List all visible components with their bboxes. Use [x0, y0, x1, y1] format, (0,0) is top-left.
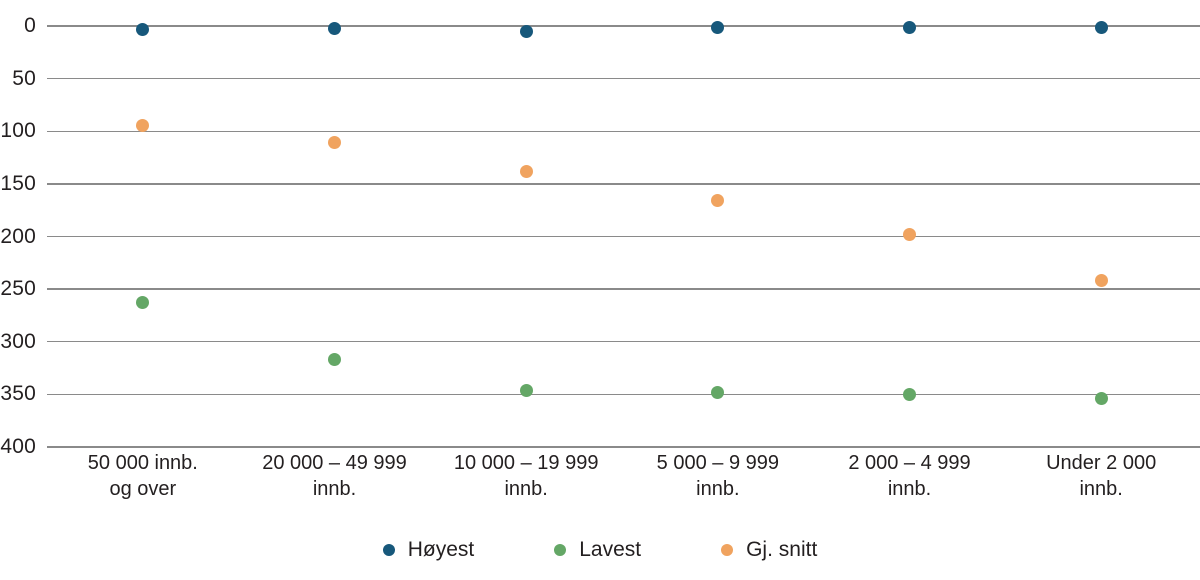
data-point-h-yest-0	[136, 22, 150, 36]
x-axis-category-4: 2 000 – 4 999 innb.	[848, 452, 971, 500]
gridline-0	[47, 25, 1200, 27]
legend-label-lavest: Lavest	[579, 538, 642, 561]
legend-dot-lavest-icon	[554, 544, 567, 556]
legend-item-gjsnitt: Gj. snitt	[721, 538, 817, 562]
data-point-gj-snitt-4	[903, 227, 916, 241]
gridline-200	[47, 235, 1200, 238]
gridline-100	[47, 130, 1200, 132]
data-point-lavest-0	[136, 296, 150, 310]
data-point-gj-snitt-1	[328, 136, 341, 150]
data-point-lavest-1	[328, 353, 341, 367]
x-axis-category-5: Under 2 000 innb.	[1046, 452, 1157, 500]
legend-label-hoyest: Høyest	[407, 538, 475, 561]
y-axis-tick-300: 300	[0, 329, 36, 353]
data-point-h-yest-4	[903, 20, 916, 34]
y-axis-tick-200: 200	[0, 224, 36, 248]
gridline-250	[47, 288, 1200, 290]
data-point-h-yest-1	[328, 21, 341, 35]
y-axis-tick-350: 350	[0, 382, 36, 406]
gridline-50	[47, 77, 1200, 80]
x-axis-category-0: 50 000 innb. og over	[87, 452, 198, 500]
gridline-400	[47, 446, 1200, 448]
y-axis-tick-0: 0	[24, 14, 36, 37]
x-axis-category-1: 20 000 – 49 999 innb.	[262, 452, 407, 500]
data-point-lavest-3	[711, 385, 725, 399]
legend-item-hoyest: Høyest	[382, 538, 475, 562]
y-axis-tick-100: 100	[0, 119, 36, 143]
data-point-h-yest-2	[519, 24, 533, 38]
data-point-h-yest-5	[1094, 20, 1108, 34]
x-axis-category-3: 5 000 – 9 999 innb.	[656, 452, 779, 500]
legend-label-gjsnitt: Gj. snitt	[746, 538, 818, 561]
x-axis-category-2: 10 000 – 19 999 innb.	[453, 452, 599, 500]
data-point-lavest-2	[519, 383, 533, 397]
y-axis-tick-50: 50	[12, 66, 36, 90]
legend-dot-hoyest-icon	[382, 544, 395, 556]
gridline-150	[47, 183, 1200, 185]
gridline-350	[47, 393, 1200, 396]
data-point-gj-snitt-5	[1094, 274, 1108, 288]
y-axis-tick-150: 150	[0, 171, 36, 195]
data-point-lavest-4	[903, 387, 916, 401]
y-axis-tick-250: 250	[0, 277, 36, 301]
legend-item-lavest: Lavest	[554, 538, 641, 562]
legend-dot-gjsnitt-icon	[721, 544, 734, 556]
legend: Høyest Lavest Gj. snitt	[0, 538, 1200, 562]
data-point-h-yest-3	[711, 20, 725, 34]
data-point-gj-snitt-2	[519, 164, 533, 178]
data-point-gj-snitt-3	[711, 194, 725, 208]
data-point-lavest-5	[1094, 392, 1108, 406]
gridline-300	[47, 341, 1200, 343]
data-point-gj-snitt-0	[136, 119, 150, 133]
y-axis-tick-400: 400	[0, 435, 36, 458]
